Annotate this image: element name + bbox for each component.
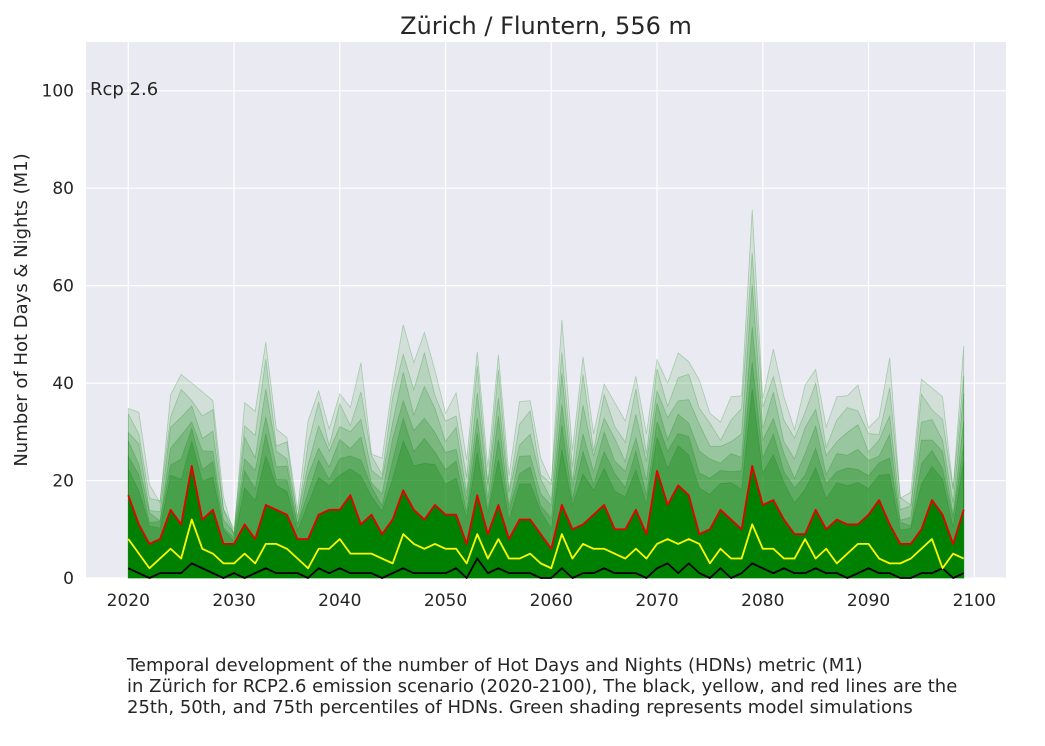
x-tick-label-6: 2080 xyxy=(741,591,784,611)
50th-percentile-line xyxy=(127,518,965,570)
figure-caption: Temporal development of the number of Ho… xyxy=(127,655,1037,718)
x-tick-label-5: 2070 xyxy=(635,591,678,611)
plot-area xyxy=(86,42,1006,578)
percentile-lines xyxy=(127,465,965,579)
chart-title: Zürich / Fluntern, 556 m xyxy=(400,12,692,40)
x-tick-label-0: 2020 xyxy=(107,591,150,611)
y-tick-label-5: 100 xyxy=(42,82,74,102)
x-tick-label-7: 2090 xyxy=(847,591,890,611)
x-tick-label-4: 2060 xyxy=(530,591,573,611)
simulation-core-band xyxy=(128,465,964,578)
x-tick-label-2: 2040 xyxy=(318,591,361,611)
x-axis-ticks: 2020 2030 2040 2050 2060 2070 2080 2090 2100 xyxy=(107,591,996,611)
y-tick-label-4: 80 xyxy=(52,179,74,199)
caption-line-2: in Zürich for RCP2.6 emission scenario (… xyxy=(127,676,958,697)
caption-line-3: 25th, 50th, and 75th percentiles of HDNs… xyxy=(127,697,913,718)
75th-percentile-line xyxy=(127,465,965,550)
x-tick-label-3: 2050 xyxy=(424,591,467,611)
x-tick-label-1: 2030 xyxy=(212,591,255,611)
chart: Zürich / Fluntern, 556 m 2020 2030 2040 205… xyxy=(11,12,1006,611)
y-axis-ticks: 0 20 40 60 80 100 xyxy=(42,82,74,589)
y-tick-label-0: 0 xyxy=(63,569,74,589)
y-tick-label-1: 20 xyxy=(52,472,74,492)
y-tick-label-2: 40 xyxy=(52,374,74,394)
y-axis-label: Number of Hot Days & Nights (M1) xyxy=(11,153,32,466)
scenario-label: Rcp 2.6 xyxy=(90,79,158,100)
25th-percentile-line xyxy=(127,557,965,579)
x-tick-label-8: 2100 xyxy=(953,591,996,611)
caption-line-1: Temporal development of the number of Ho… xyxy=(127,655,863,676)
y-tick-label-3: 60 xyxy=(52,277,74,297)
